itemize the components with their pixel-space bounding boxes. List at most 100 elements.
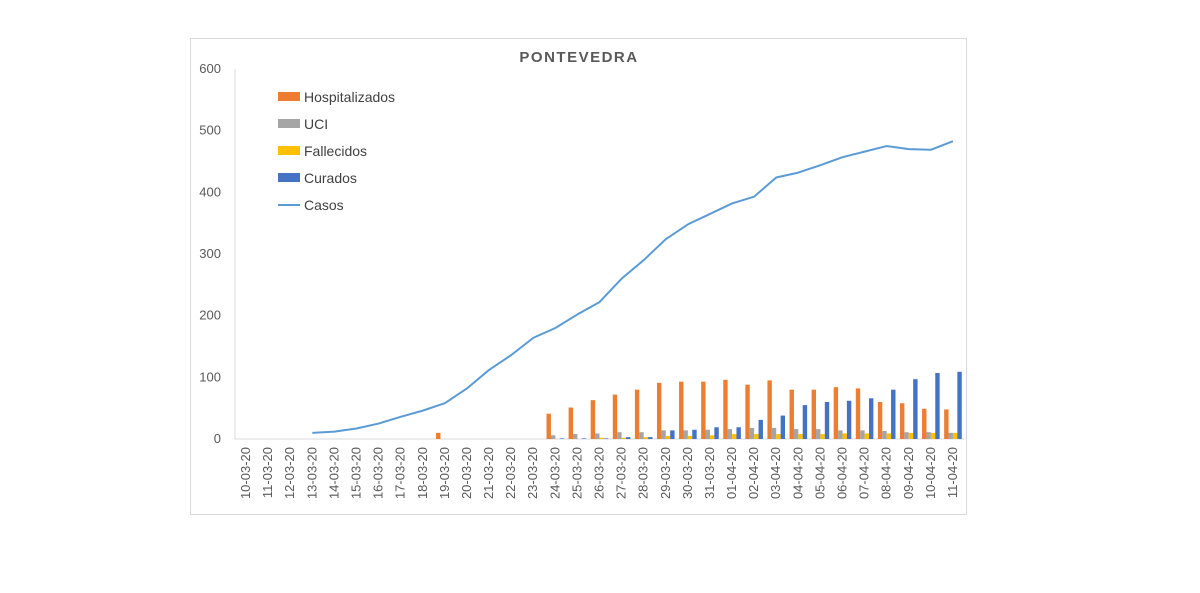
bar-fallecidos (643, 437, 649, 439)
x-tick-label: 24-03-20 (547, 447, 562, 499)
x-tick-label: 22-03-20 (503, 447, 518, 499)
bar-hospitalizados (877, 402, 883, 439)
x-tick-label: 01-04-20 (724, 447, 739, 499)
x-tick-label: 30-03-20 (680, 447, 695, 499)
bar-fallecidos (886, 433, 892, 439)
x-tick-label: 13-03-20 (304, 447, 319, 499)
x-tick-label: 03-04-20 (768, 447, 783, 499)
legend-label: UCI (304, 116, 328, 132)
x-tick-label: 27-03-20 (614, 447, 629, 499)
bar-uci (595, 433, 600, 439)
x-tick-label: 31-03-20 (702, 447, 717, 499)
bar-hospitalizados (944, 409, 949, 439)
y-tick-label: 600 (199, 61, 221, 76)
bar-hospitalizados (546, 413, 551, 439)
x-tick-label: 28-03-20 (636, 447, 651, 499)
legend-swatch (278, 146, 300, 155)
bar-uci (661, 430, 666, 439)
bar-uci (573, 434, 578, 439)
bar-hospitalizados (745, 384, 750, 439)
bar-hospitalizados (634, 389, 640, 439)
x-tick-label: 20-03-20 (459, 447, 474, 499)
x-tick-label: 23-03-20 (525, 447, 540, 499)
bar-curados (846, 400, 852, 439)
bar-curados (824, 402, 830, 439)
bar-fallecidos (709, 435, 715, 439)
bar-fallecidos (776, 434, 781, 439)
bar-hospitalizados (789, 389, 794, 439)
bar-uci (926, 432, 931, 439)
line-casos (312, 140, 954, 434)
bar-curados (603, 438, 609, 439)
bar-uci (705, 429, 710, 439)
x-tick-label: 21-03-20 (481, 447, 496, 499)
x-tick-label: 04-04-20 (790, 447, 805, 499)
bar-uci (816, 429, 821, 439)
x-tick-label: 10-04-20 (923, 447, 938, 499)
x-tick-label: 06-04-20 (835, 447, 850, 499)
lines-layer (312, 140, 954, 434)
bar-curados (670, 430, 675, 439)
x-tick-label: 10-03-20 (238, 447, 253, 499)
bar-fallecidos (930, 432, 936, 439)
y-axis-ticks: 0 100 200 300 400 500 600 (199, 61, 221, 446)
bar-hospitalizados (590, 400, 596, 439)
bar-fallecidos (864, 433, 869, 439)
bar-uci (860, 430, 865, 439)
bar-hospitalizados (899, 403, 905, 439)
y-tick-label: 200 (199, 308, 221, 323)
bar-hospitalizados (723, 379, 728, 439)
legend: Hospitalizados UCI Fallecidos Curados Casos (278, 89, 395, 213)
x-tick-label: 29-03-20 (658, 447, 673, 499)
bar-fallecidos (754, 434, 759, 439)
x-tick-label: 12-03-20 (282, 447, 297, 499)
x-tick-label: 17-03-20 (393, 447, 408, 499)
x-tick-label: 16-03-20 (371, 447, 386, 499)
legend-label: Curados (304, 170, 357, 186)
bar-uci (838, 430, 843, 439)
bar-fallecidos (665, 435, 671, 439)
y-tick-label: 0 (214, 431, 221, 446)
x-tick-label: 18-03-20 (415, 447, 430, 499)
bars-layer (436, 371, 962, 439)
bar-curados (714, 427, 719, 439)
x-tick-label: 07-04-20 (857, 447, 872, 499)
x-tick-label: 14-03-20 (326, 447, 341, 499)
bar-curados (692, 429, 697, 439)
x-tick-label: 05-04-20 (812, 447, 827, 499)
bar-fallecidos (952, 432, 958, 439)
bar-curados (891, 389, 896, 439)
bar-curados (802, 405, 808, 439)
x-tick-label: 25-03-20 (569, 447, 584, 499)
bar-hospitalizados (679, 381, 684, 439)
x-tick-label: 19-03-20 (437, 447, 452, 499)
bar-uci (882, 430, 887, 439)
bar-fallecidos (621, 437, 626, 439)
bar-fallecidos (798, 434, 803, 439)
y-tick-label: 100 (199, 369, 221, 384)
bar-uci (948, 432, 953, 439)
bar-curados (625, 437, 631, 439)
x-tick-label: 26-03-20 (592, 447, 607, 499)
bar-curados (935, 373, 940, 439)
bar-fallecidos (599, 437, 604, 439)
legend-label: Hospitalizados (304, 89, 395, 105)
bar-uci (683, 430, 688, 439)
bar-curados (868, 398, 874, 439)
bar-uci (550, 435, 556, 439)
bar-curados (581, 438, 587, 439)
y-tick-label: 400 (199, 184, 221, 199)
x-tick-label: 11-04-20 (945, 447, 960, 498)
y-tick-label: 300 (199, 246, 221, 261)
bar-curados (559, 438, 565, 439)
x-tick-label: 15-03-20 (349, 447, 364, 499)
bar-fallecidos (687, 435, 693, 439)
x-axis-ticks: 10-03-20 11-03-20 12-03-20 13-03-20 14-03-20… (238, 447, 960, 499)
legend-label: Fallecidos (304, 143, 367, 159)
bar-hospitalizados (701, 381, 706, 439)
legend-label: Casos (304, 197, 344, 213)
bar-fallecidos (732, 434, 737, 439)
x-tick-label: 02-04-20 (746, 447, 761, 499)
bar-curados (736, 427, 741, 439)
bar-hospitalizados (767, 380, 772, 439)
